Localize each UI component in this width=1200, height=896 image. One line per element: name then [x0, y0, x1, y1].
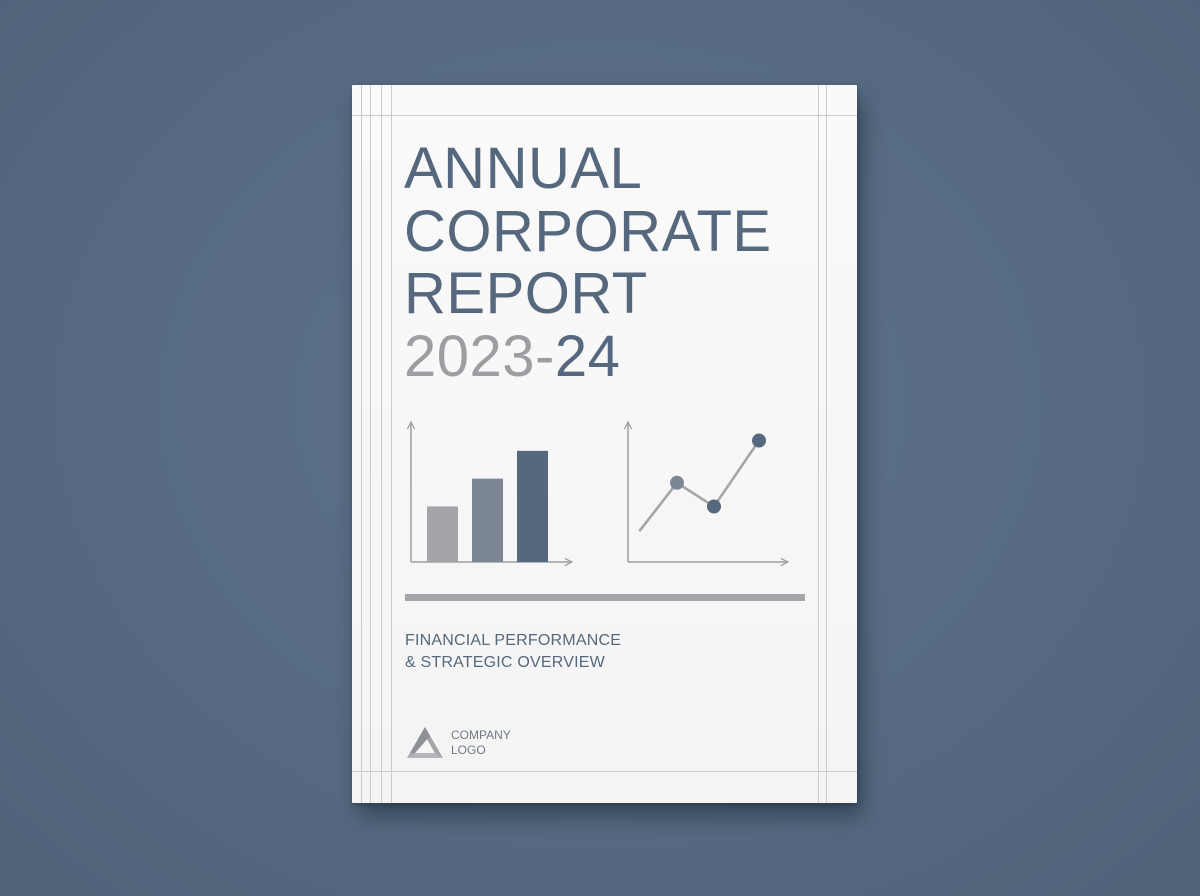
company-logo-text: COMPANY LOGO [451, 728, 511, 758]
cover-guide-line [818, 85, 819, 803]
subtitle-line-2: & STRATEGIC OVERVIEW [405, 654, 605, 671]
report-cover: ANNUAL CORPORATE REPORT 2023-24 FINANCIA… [352, 85, 857, 803]
company-logo-icon [407, 727, 443, 758]
bar-chart-bar [427, 506, 458, 562]
report-subtitle: FINANCIAL PERFORMANCE & STRATEGIC OVERVI… [405, 630, 621, 674]
cover-guide-line [370, 85, 371, 803]
line-chart-series-line [638, 439, 761, 532]
cover-guide-line [361, 85, 362, 803]
report-year-end: 24 [554, 324, 621, 389]
logo-text-line-1: COMPANY [451, 728, 511, 742]
subtitle-line-1: FINANCIAL PERFORMANCE [405, 632, 622, 649]
cover-guide-line [352, 771, 857, 772]
title-line-3: REPORT [404, 261, 648, 326]
logo-text-line-2: LOGO [451, 743, 486, 757]
line-chart-point [670, 475, 684, 490]
cover-guide-line [826, 85, 827, 803]
cover-guide-line [391, 85, 392, 803]
bar-chart-bar [517, 450, 548, 562]
cover-guide-line [352, 115, 857, 116]
line-chart-point [752, 433, 766, 448]
title-line-2: CORPORATE [404, 199, 772, 264]
report-year: 2023-24 [404, 328, 620, 386]
title-line-1: ANNUAL [404, 136, 643, 201]
bar-chart-bar [472, 478, 503, 562]
divider-rule [405, 594, 805, 601]
cover-guide-line [381, 85, 382, 803]
cover-charts [352, 85, 857, 803]
report-year-start: 2023- [404, 324, 555, 389]
line-chart-point [707, 499, 721, 514]
